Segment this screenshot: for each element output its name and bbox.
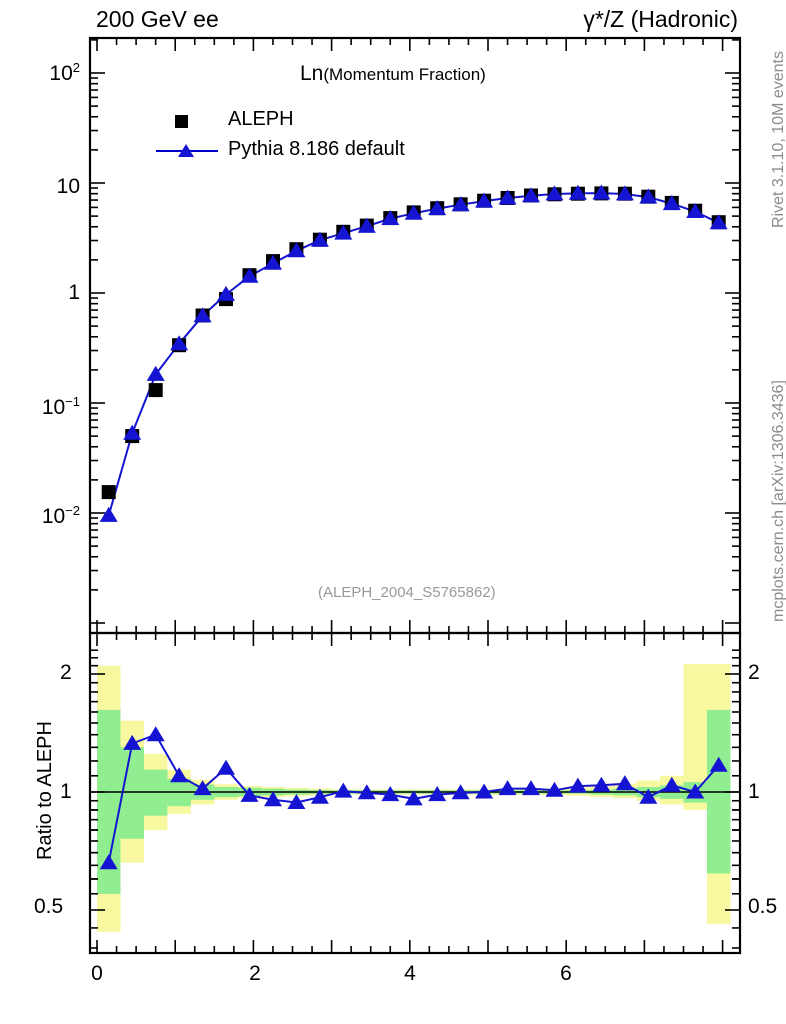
- mc-point-triangle: [428, 200, 447, 216]
- analysis-id-watermark: (ALEPH_2004_S5765862): [318, 584, 496, 601]
- mc-point-triangle: [310, 231, 329, 247]
- plot-title-main: Ln: [300, 62, 324, 85]
- ratio-point-triangle: [615, 775, 634, 791]
- ratio-point-triangle: [287, 794, 306, 809]
- ytick-1e2: 102: [49, 60, 80, 85]
- ratio-point-triangle: [357, 784, 376, 800]
- data-point-square: [148, 383, 163, 398]
- mc-point-triangle: [498, 189, 517, 205]
- legend-label-pythia: Pythia 8.186 default: [228, 138, 405, 160]
- ratio-ytick-2-left: 2: [60, 661, 72, 684]
- ratio-point-triangle: [498, 780, 517, 796]
- ratio-point-triangle: [522, 780, 540, 796]
- ratio-point-triangle: [146, 726, 165, 742]
- triangle-marker-icon: [178, 144, 194, 157]
- ratio-point-triangle: [193, 780, 212, 796]
- ratio-point-triangle: [264, 791, 282, 807]
- ratio-point-triangle: [334, 782, 353, 798]
- beam-energy-label: 200 GeV ee: [96, 6, 219, 32]
- ratio-point-triangle: [451, 784, 470, 800]
- mc-point-triangle: [662, 195, 681, 211]
- mc-point-triangle: [287, 242, 306, 258]
- mc-point-triangle: [170, 335, 189, 351]
- ratio-point-triangle: [592, 776, 611, 792]
- ratio-point-triangle: [123, 734, 142, 750]
- plot-title-rest: (Momentum Fraction): [323, 65, 486, 84]
- mc-curve-main: [107, 192, 720, 516]
- ratio-point-triangle: [545, 781, 564, 797]
- ratio-point-triangle: [662, 776, 681, 792]
- ytick-10: 10: [56, 175, 80, 198]
- ratio-point-triangle: [686, 783, 705, 799]
- mc-point-triangle: [217, 285, 235, 301]
- ratio-ytick-05-left: 0.5: [34, 895, 64, 918]
- ratio-point-triangle: [475, 783, 494, 799]
- ratio-point-triangle: [240, 786, 259, 802]
- ratio-ytick-2-right: 2: [748, 661, 760, 684]
- plot-title: Ln(Momentum Fraction): [300, 62, 486, 86]
- xtick-2: 2: [249, 962, 261, 985]
- ytick-1e-2: 10−2: [41, 503, 80, 528]
- ratio-ytick-05-right: 0.5: [748, 895, 778, 918]
- mc-point-triangle: [639, 188, 658, 204]
- main-panel-frame: [88, 36, 742, 635]
- ytick-1e-1: 10−1: [41, 394, 80, 419]
- ratio-ytick-1-left: 1: [60, 780, 72, 803]
- mc-point-triangle: [146, 365, 165, 381]
- ytick-1: 1: [68, 281, 80, 304]
- data-point-square: [101, 485, 116, 500]
- ratio-ytick-1-right: 1: [748, 780, 760, 803]
- mc-point-triangle: [545, 185, 564, 201]
- ratio-band-inner: [120, 747, 144, 839]
- xtick-0: 0: [91, 962, 103, 985]
- ratio-point-triangle: [709, 756, 728, 772]
- mc-point-triangle: [264, 254, 282, 270]
- mc-point-triangle: [404, 204, 423, 220]
- ratio-point-triangle: [568, 777, 587, 793]
- process-label: γ*/Z (Hadronic): [583, 6, 738, 32]
- mc-point-triangle: [193, 307, 212, 323]
- square-marker-icon: [175, 115, 188, 128]
- ratio-panel-frame: [88, 631, 742, 955]
- mc-point-triangle: [615, 185, 634, 201]
- ratio-point-triangle: [99, 854, 118, 870]
- ratio-point-triangle: [404, 790, 423, 806]
- ratio-point-triangle: [217, 759, 235, 775]
- mc-point-triangle: [592, 184, 611, 200]
- mc-point-triangle: [99, 506, 118, 522]
- ratio-band-outer: [683, 664, 707, 810]
- ratio-point-triangle: [170, 767, 189, 783]
- mc-point-triangle: [709, 214, 728, 230]
- mc-point-triangle: [451, 196, 470, 212]
- mc-point-triangle: [123, 424, 142, 440]
- ratio-band-inner: [97, 709, 121, 894]
- mc-point-triangle: [475, 192, 494, 208]
- mc-point-triangle: [568, 184, 587, 200]
- mc-point-triangle: [357, 217, 376, 233]
- mc-point-triangle: [240, 267, 259, 283]
- mc-point-triangle: [522, 187, 540, 203]
- ratio-point-triangle: [381, 786, 400, 802]
- ratio-point-triangle: [639, 788, 658, 804]
- ratio-point-triangle: [310, 788, 329, 804]
- mc-point-triangle: [381, 210, 400, 225]
- mc-point-triangle: [334, 224, 353, 240]
- ratio-point-triangle: [428, 786, 447, 802]
- legend-label-aleph: ALEPH: [228, 108, 294, 130]
- mc-point-triangle: [686, 203, 705, 218]
- xtick-6: 6: [560, 962, 572, 985]
- xtick-4: 4: [404, 962, 416, 985]
